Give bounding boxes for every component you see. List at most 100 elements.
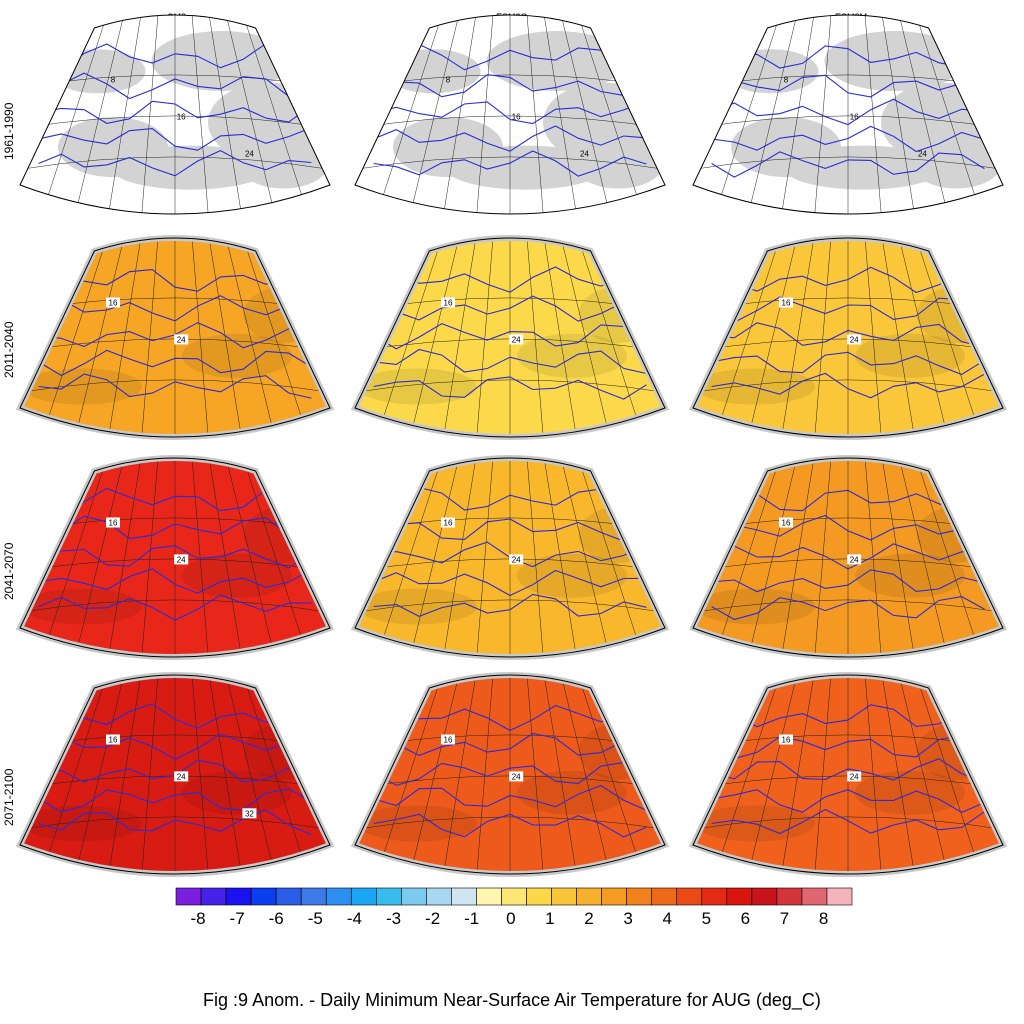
contour-line <box>373 784 647 811</box>
meridian-line <box>407 675 460 874</box>
meridian-line <box>543 15 579 214</box>
colorbar-label: -2 <box>425 909 440 928</box>
parallel-line <box>693 115 1003 129</box>
meridian-line <box>38 15 108 214</box>
colorbar-swatch <box>651 887 678 906</box>
colorbar-swatch <box>451 887 477 906</box>
contour-line <box>373 704 647 732</box>
contour-line <box>38 515 312 541</box>
meridian-line <box>140 238 159 437</box>
meridian-line <box>373 675 443 874</box>
contour-line <box>373 593 647 618</box>
meridian-line <box>441 238 477 437</box>
map-panel-cm3-2071-2100: 16 24 32 <box>15 672 335 877</box>
colorbar-swatch <box>676 887 703 906</box>
colorbar-label: 8 <box>819 909 828 928</box>
meridian-line <box>140 675 159 874</box>
contour-line <box>711 596 985 621</box>
meridian-line <box>915 458 985 657</box>
meridian-line <box>475 238 494 437</box>
meridian-line <box>543 675 579 874</box>
meridian-line <box>898 675 951 874</box>
contour-label: 16 <box>850 112 859 121</box>
colorbar-swatch <box>751 887 778 906</box>
meridian-line <box>779 238 815 437</box>
map-panel-grid: 8162481624816241624162416241624162416241… <box>15 14 1008 877</box>
meridian-line <box>225 458 278 657</box>
meridian-line <box>560 238 613 437</box>
meridian-line <box>915 15 985 214</box>
contour-label: 16 <box>444 519 453 528</box>
meridian-line <box>864 238 883 437</box>
meridian-line <box>526 238 545 437</box>
land-area <box>110 145 271 190</box>
contour-label-box <box>174 334 189 345</box>
contour-line <box>373 125 647 152</box>
colorbar-label: 0 <box>506 909 515 928</box>
colorbar-swatch <box>826 887 853 906</box>
contour-line <box>711 125 985 153</box>
contour-line <box>373 732 647 757</box>
meridian-line <box>106 458 142 657</box>
meridian-line <box>441 15 477 214</box>
meridian-line <box>864 458 883 657</box>
contour-line <box>38 373 312 399</box>
anomaly-patch <box>695 588 815 625</box>
colorbar-label: 7 <box>780 909 789 928</box>
contour-line <box>373 322 647 350</box>
meridian-line <box>560 15 613 214</box>
contour-label-box <box>779 297 793 308</box>
meridian-line <box>577 15 647 214</box>
contour-label-box <box>847 771 862 782</box>
contour-line <box>711 543 985 570</box>
colorbar-swatch <box>401 887 427 906</box>
meridian-line <box>745 15 798 214</box>
meridian-line <box>191 458 210 657</box>
contour-line <box>373 295 647 322</box>
meridian-line <box>208 15 244 214</box>
parallel-line <box>20 599 330 613</box>
contour-line <box>711 266 985 294</box>
contour-label: 16 <box>177 112 186 121</box>
contour-line <box>373 813 647 838</box>
contour-line <box>711 789 985 814</box>
contour-label-box <box>106 734 120 745</box>
contour-line <box>38 568 312 594</box>
anomaly-patch <box>182 770 292 815</box>
meridian-line <box>813 675 832 874</box>
meridian-line <box>208 675 244 874</box>
parallel-line <box>20 156 330 170</box>
anomaly-patch <box>855 553 965 598</box>
contour-label: 24 <box>580 149 589 158</box>
meridian-line <box>475 675 494 874</box>
meridian-line <box>813 15 832 214</box>
contour-label: 16 <box>782 299 791 308</box>
map-outline <box>19 14 331 215</box>
map-outline <box>692 237 1004 438</box>
contour-line <box>38 72 312 100</box>
contour-line <box>38 703 312 729</box>
colorbar-label: -1 <box>464 909 479 928</box>
contour-label: 24 <box>850 335 859 344</box>
contour-line <box>711 735 985 760</box>
contour-line <box>38 594 312 621</box>
contour-label-box <box>509 771 524 782</box>
contour-label-box <box>509 554 524 565</box>
meridian-line <box>407 238 460 437</box>
contour-label-box <box>441 734 455 745</box>
parallel-line <box>693 816 1003 830</box>
anomaly-patch <box>182 333 292 378</box>
contour-label: 8 <box>446 76 451 85</box>
map-panel-esm2m-1961-1990: 8 16 24 <box>692 14 1004 215</box>
land-area <box>384 49 481 94</box>
colorbar-label: 6 <box>741 909 750 928</box>
contour-label: 24 <box>850 555 859 564</box>
contour-label: 16 <box>109 519 118 528</box>
meridian-line <box>225 238 278 437</box>
meridian-line <box>72 15 125 214</box>
meridian-line <box>881 238 917 437</box>
meridian-line <box>208 458 244 657</box>
